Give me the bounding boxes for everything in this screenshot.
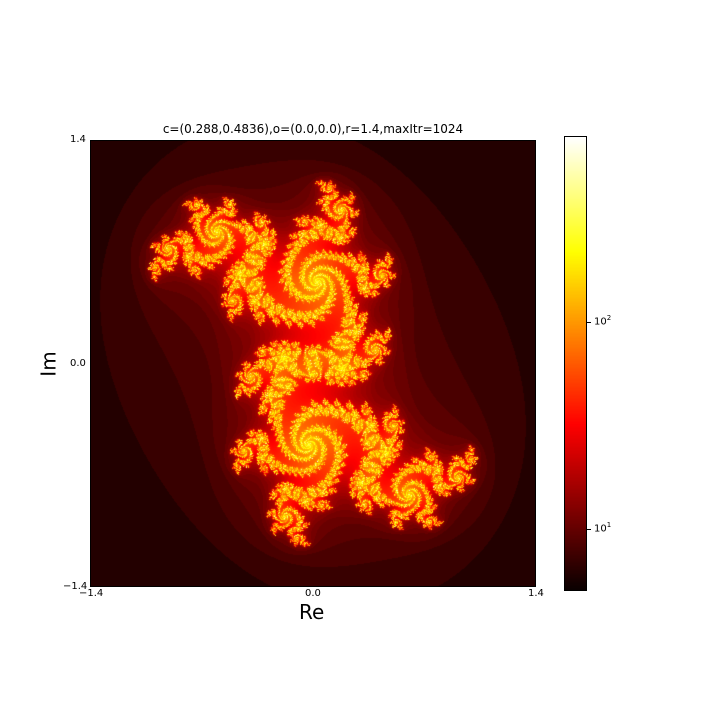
y-tick-top: 1.4 — [70, 134, 86, 145]
colorbar-tick-10 — [587, 529, 591, 530]
julia-set-heatmap — [90, 140, 536, 587]
x-tick-right: 1.4 — [528, 588, 544, 599]
x-axis-label: Re — [299, 600, 325, 624]
y-axis-label: Im — [36, 351, 61, 377]
colorbar-label-100: 102 — [594, 314, 612, 328]
y-tick-bottom: −1.4 — [63, 581, 88, 592]
chart-title: c=(0.288,0.4836),o=(0.0,0.0),r=1.4,maxIt… — [162, 122, 464, 136]
y-tick-mid: 0.0 — [70, 358, 86, 369]
colorbar-label-10: 101 — [594, 521, 612, 535]
colorbar — [564, 136, 587, 591]
x-tick-left: −1.4 — [79, 588, 104, 599]
x-tick-mid: 0.0 — [305, 588, 321, 599]
colorbar-tick-100 — [587, 322, 591, 323]
